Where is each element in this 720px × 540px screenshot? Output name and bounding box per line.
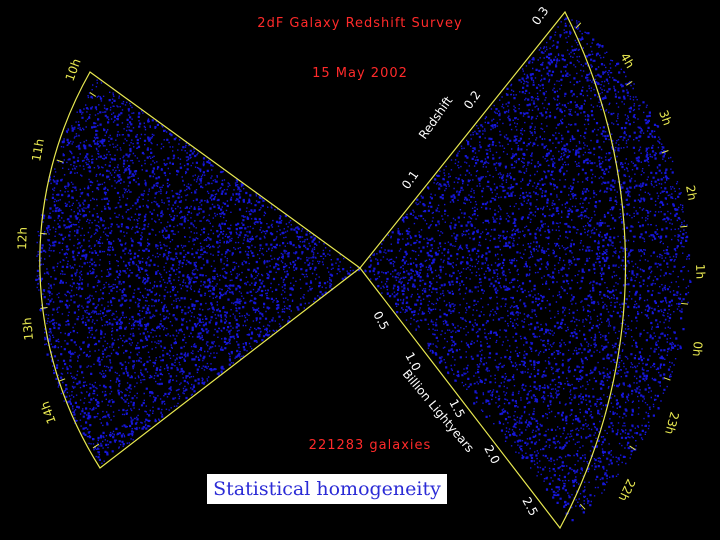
galaxy-dots [35, 79, 361, 464]
survey-title: 2dF Galaxy Redshift Survey [257, 16, 462, 31]
ra-label-right: 2h [683, 184, 699, 201]
ra-label-left: 14h [38, 399, 59, 425]
boundary-ticks [39, 22, 689, 510]
arc-tick [579, 503, 586, 510]
ra-label-right: 1h [693, 264, 708, 280]
ra-label-right: 23h [662, 410, 681, 436]
arc-tick [39, 232, 47, 235]
redshift-tick-label: 0.1 [399, 168, 421, 192]
arc-tick [575, 22, 582, 29]
galaxy-count: 221283 galaxies [309, 438, 432, 453]
arc-tick [92, 443, 100, 449]
ra-label-left: 12h [15, 227, 30, 250]
arc-tick [661, 150, 669, 154]
ra-label-left: 11h [29, 138, 47, 163]
caption-box: Statistical homogeneity [207, 474, 447, 504]
right-wedge-outline [359, 10, 627, 530]
arc-tick [681, 302, 689, 305]
arc-tick [40, 307, 48, 309]
arc-tick [626, 80, 633, 86]
left-wedge-outline [39, 71, 362, 469]
ra-label-right: 4h [617, 51, 637, 71]
arc-tick [663, 377, 671, 381]
ra-label-right: 22h [616, 477, 638, 504]
ra-label-right: 0h [690, 341, 705, 357]
arc-tick [629, 445, 636, 451]
arc-tick [56, 159, 64, 163]
ra-label-right: 3h [656, 108, 674, 127]
redshift-tick-label: 0.3 [529, 4, 551, 28]
ra-label-left: 13h [20, 317, 36, 341]
distance-tick-label: 0.5 [370, 309, 391, 332]
ra-label-left: 10h [63, 57, 84, 83]
redshift-tick-label: 0.2 [461, 88, 483, 112]
arc-tick [680, 225, 688, 228]
distance-tick-label: 2.0 [481, 443, 502, 466]
survey-date: 15 May 2002 [312, 66, 408, 81]
arc-tick [58, 378, 66, 382]
redshift-axis-label: Redshift [416, 94, 456, 142]
arc-tick [89, 92, 97, 97]
